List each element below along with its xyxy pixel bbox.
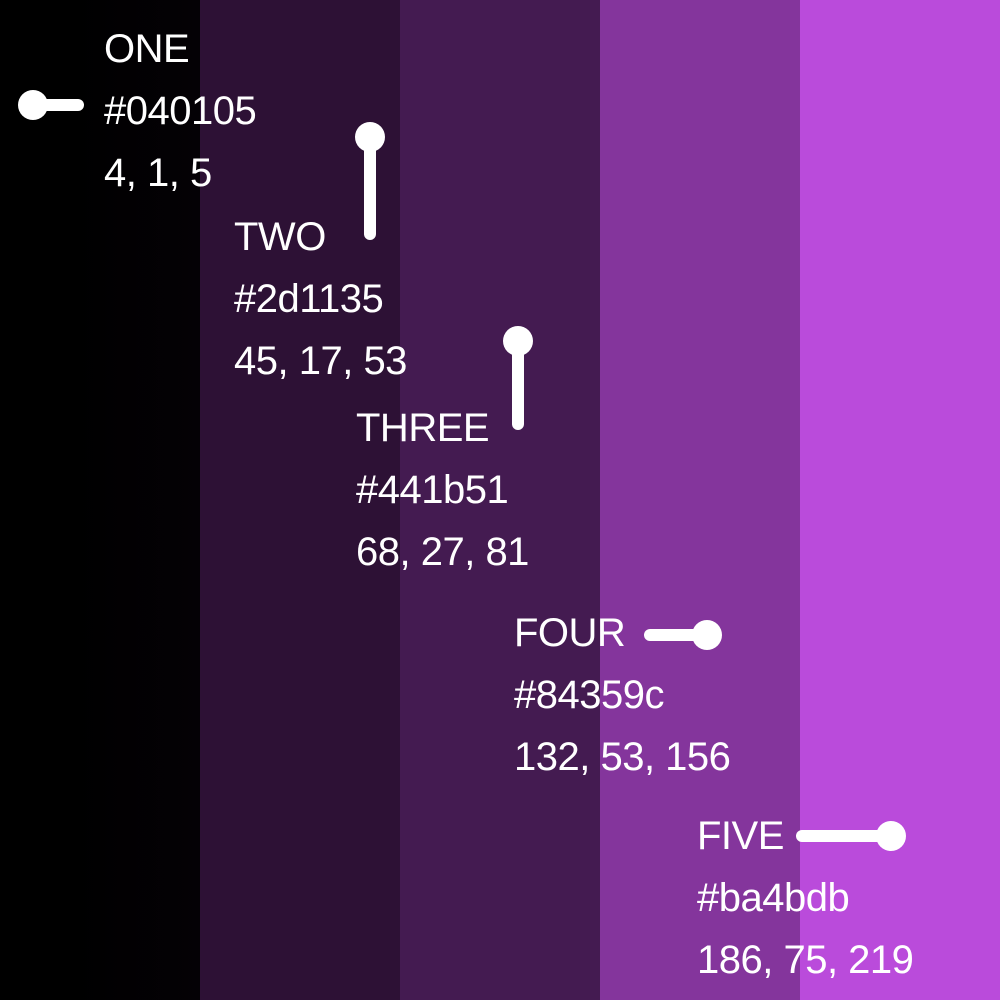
- swatch-name: FOUR: [514, 611, 626, 655]
- pin-marker-two: [355, 122, 385, 242]
- pin-marker-one: [18, 90, 84, 120]
- swatch-rgb: 132, 53, 156: [514, 735, 731, 779]
- swatch-label-one: ONE #040105 4, 1, 5: [104, 18, 257, 204]
- swatch-strip-four: [600, 0, 800, 1000]
- swatch-hex: #040105: [104, 89, 257, 133]
- swatch-name: FIVE: [697, 814, 784, 858]
- swatch-rgb: 186, 75, 219: [697, 938, 914, 982]
- pin-dot: [355, 122, 385, 152]
- pin-stick: [512, 340, 524, 430]
- swatch-rgb: 4, 1, 5: [104, 151, 212, 195]
- pin-dot: [692, 620, 722, 650]
- pin-dot: [18, 90, 48, 120]
- pin-stick: [796, 830, 892, 842]
- swatch-hex: #2d1135: [234, 277, 384, 321]
- pin-marker-five: [796, 821, 906, 851]
- swatch-strip-one: [0, 0, 200, 1000]
- swatch-rgb: 68, 27, 81: [356, 530, 529, 574]
- pin-marker-three: [503, 326, 533, 432]
- swatch-rgb: 45, 17, 53: [234, 339, 407, 383]
- swatch-label-two: TWO #2d1135 45, 17, 53: [234, 206, 407, 392]
- pin-dot: [503, 326, 533, 356]
- swatch-name: ONE: [104, 27, 190, 71]
- swatch-label-three: THREE #441b51 68, 27, 81: [356, 397, 529, 583]
- swatch-name: THREE: [356, 406, 490, 450]
- swatch-hex: #ba4bdb: [697, 876, 850, 920]
- swatch-strip-three: [400, 0, 600, 1000]
- swatch-hex: #84359c: [514, 673, 664, 717]
- swatch-label-four: FOUR #84359c 132, 53, 156: [514, 602, 731, 788]
- swatch-hex: #441b51: [356, 468, 509, 512]
- pin-marker-four: [644, 620, 722, 650]
- swatch-label-five: FIVE #ba4bdb 186, 75, 219: [697, 805, 914, 991]
- pin-dot: [876, 821, 906, 851]
- swatch-name: TWO: [234, 215, 326, 259]
- pin-stick: [364, 136, 376, 240]
